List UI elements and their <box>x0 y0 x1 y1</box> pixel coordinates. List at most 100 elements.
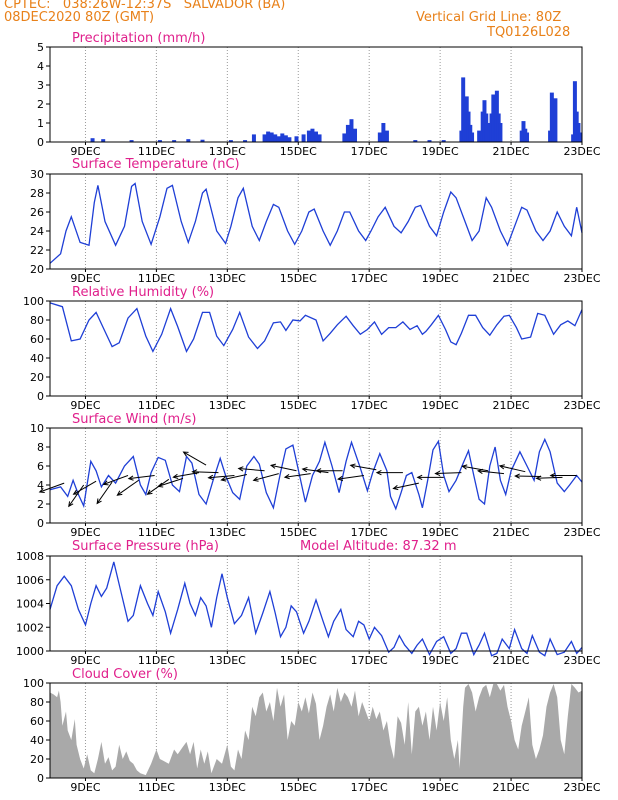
y-tick-label: 0 <box>37 136 44 149</box>
station-header: CPTEC: 038:26W-12:37S SALVADOR (BA) <box>4 0 286 12</box>
precip-bar <box>306 130 311 142</box>
wind-arrow-head <box>207 474 214 481</box>
model-code: TQ0126L028 <box>487 25 571 40</box>
x-tick-label: 17DEC <box>351 781 388 794</box>
wind-arrow-head <box>301 467 308 473</box>
precip-panel: 0 1 2 3 4 5 9DEC 11DEC 13DEC 15DEC 17DEC 19DEC 21DEC… <box>37 31 601 158</box>
y-tick-label: 80 <box>30 696 44 709</box>
x-tick-label: 23DEC <box>563 781 600 794</box>
y-tick-label: 28 <box>30 187 44 200</box>
wind-arrow <box>192 471 219 474</box>
y-tick-label: 4 <box>37 479 44 492</box>
y-tick-label: 26 <box>30 206 44 219</box>
wind-arrow-head <box>102 480 109 486</box>
precip-bar <box>262 134 267 142</box>
wind-arrow-head <box>157 482 164 488</box>
temp-line <box>49 182 583 264</box>
x-tick-label: 11DEC <box>138 399 175 412</box>
y-tick-label: 6 <box>37 460 44 473</box>
x-tick-label: 21DEC <box>493 272 530 285</box>
wind-arrow <box>338 475 364 480</box>
pressure-frame <box>49 555 583 652</box>
cloud-title: Cloud Cover (%) <box>72 667 178 682</box>
y-tick-label: 20 <box>30 371 44 384</box>
precip-bar <box>228 140 233 142</box>
wind-arrow-head <box>476 468 483 474</box>
wind-arrow <box>238 467 265 472</box>
wind-arrow <box>302 468 329 474</box>
wind-arrow-head <box>416 474 423 481</box>
x-tick-label: 23DEC <box>563 654 600 667</box>
wind-arrow-head <box>68 501 74 508</box>
y-tick-label: 8 <box>37 441 44 454</box>
y-tick-label: 0 <box>37 517 44 530</box>
x-tick-label: 9DEC <box>70 526 100 539</box>
wind-arrow-head <box>283 474 290 480</box>
wind-arrow-head <box>375 470 382 476</box>
model-altitude: Model Altitude: 87.32 m <box>300 539 457 554</box>
wind-arrow-head <box>146 489 153 495</box>
wind-arrow-head <box>72 489 79 495</box>
precip-bar <box>186 139 191 142</box>
y-tick-label: 60 <box>30 333 44 346</box>
y-tick-label: 2 <box>37 98 44 111</box>
precip-bar <box>157 140 162 142</box>
wind-arrow <box>270 464 297 472</box>
x-tick-label: 21DEC <box>493 145 530 158</box>
x-tick-label: 15DEC <box>280 654 317 667</box>
y-tick-label: 24 <box>30 225 44 238</box>
x-tick-label: 13DEC <box>209 399 246 412</box>
x-tick-label: 15DEC <box>280 399 317 412</box>
wind-arrow-head <box>116 490 123 496</box>
x-tick-label: 23DEC <box>563 526 600 539</box>
wind-arrow-head <box>336 475 344 482</box>
wind-arrow-head <box>269 463 277 469</box>
x-tick-label: 9DEC <box>70 399 100 412</box>
wind-arrow-head <box>182 451 189 457</box>
grid-note: Vertical Grid Line: 80Z <box>416 10 562 25</box>
wind-arrow <box>208 475 235 479</box>
temp-frame <box>49 173 583 270</box>
precip-bar <box>317 134 322 142</box>
x-tick-label: 21DEC <box>493 781 530 794</box>
precip-bar <box>287 137 292 142</box>
precip-bar <box>276 136 281 142</box>
precip-bar <box>345 124 350 142</box>
cloud-area <box>50 684 582 778</box>
wind-arrow <box>183 451 207 466</box>
precip-title: Precipitation (mm/h) <box>72 31 205 46</box>
precip-bar <box>266 131 271 142</box>
precip-bar <box>486 123 491 142</box>
wind-arrow-head <box>498 464 505 470</box>
wind-arrow <box>350 464 377 471</box>
wind-arrow <box>68 484 85 507</box>
wind-arrow-head <box>38 488 45 493</box>
y-tick-label: 10 <box>30 422 44 435</box>
y-tick-label: 1004 <box>16 598 44 611</box>
wind-arrow <box>478 470 505 475</box>
y-tick-label: 1008 <box>16 550 44 563</box>
wind-arrow-head <box>220 476 227 482</box>
wind-arrow-head <box>191 469 198 475</box>
precip-bar <box>280 133 285 142</box>
wind-arrow-head <box>434 470 441 477</box>
precip-bar <box>353 128 358 142</box>
x-tick-label: 21DEC <box>493 526 530 539</box>
wind-arrow <box>128 475 155 480</box>
temp-title: Surface Temperature (nC) <box>72 157 240 172</box>
wind-arrow <box>39 482 65 493</box>
y-tick-label: 60 <box>30 715 44 728</box>
precip-bar <box>200 139 205 142</box>
x-tick-label: 23DEC <box>563 272 600 285</box>
y-tick-label: 5 <box>37 41 44 54</box>
cloud-panel: 0 20 40 60 80 100 9DEC 11DEC 13DEC 15DEC 17DEC 19DE… <box>23 667 601 794</box>
x-tick-label: 11DEC <box>138 654 175 667</box>
x-tick-label: 17DEC <box>351 526 388 539</box>
precip-bar <box>349 119 354 142</box>
precip-bar <box>525 132 530 142</box>
x-tick-label: 15DEC <box>280 145 317 158</box>
precip-bar <box>310 128 315 142</box>
x-tick-label: 9DEC <box>70 272 100 285</box>
precip-bar <box>477 130 482 142</box>
